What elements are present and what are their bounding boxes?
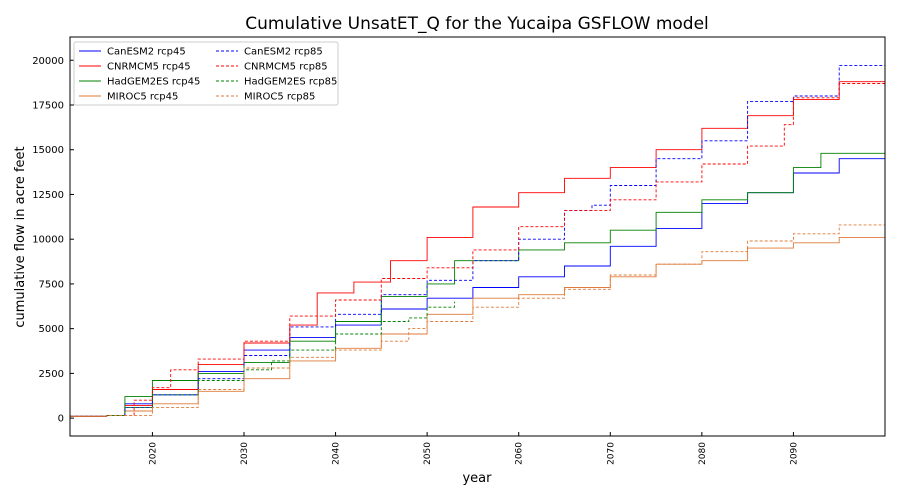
y-tick-label: 7500 bbox=[39, 279, 64, 290]
series-layer bbox=[70, 53, 885, 417]
x-tick-label: 2080 bbox=[698, 442, 708, 465]
x-tick-label: 2030 bbox=[240, 442, 250, 465]
legend-label: CanESM2 rcp85 bbox=[244, 47, 323, 58]
series-line bbox=[70, 215, 885, 417]
legend-label: HadGEM2ES rcp85 bbox=[244, 77, 337, 88]
series-line bbox=[70, 67, 885, 417]
series-line bbox=[70, 67, 885, 417]
y-tick-label: 20000 bbox=[32, 56, 64, 67]
legend-label: MIROC5 rcp85 bbox=[244, 92, 315, 103]
x-tick-label: 2090 bbox=[789, 442, 799, 465]
series-line bbox=[70, 217, 885, 417]
series-line bbox=[70, 139, 885, 417]
x-tick-label: 2020 bbox=[148, 442, 158, 465]
y-axis-label: cumulative flow in acre feet bbox=[13, 146, 28, 327]
series-line bbox=[70, 53, 885, 417]
legend-label: CNRMCM5 rcp45 bbox=[107, 62, 191, 73]
legend-label: HadGEM2ES rcp45 bbox=[107, 77, 200, 88]
legend-label: CanESM2 rcp45 bbox=[107, 47, 186, 58]
y-tick-label: 5000 bbox=[39, 324, 64, 335]
legend: CanESM2 rcp45 CNRMCM5 rcp45 HadGEM2ES rcp4… bbox=[73, 41, 339, 106]
x-tick-label: 2050 bbox=[423, 442, 433, 465]
y-tick-label: 17500 bbox=[32, 100, 64, 111]
series-line bbox=[70, 147, 885, 417]
x-tick-label: 2040 bbox=[332, 442, 342, 465]
x-axis-label: year bbox=[462, 471, 492, 486]
y-tick-label: 15000 bbox=[32, 145, 64, 156]
x-tick-label: 2070 bbox=[606, 442, 616, 465]
ticks-layer: 0 2500 5000 7500 10000 12500 15000 17500 20000 20… bbox=[32, 56, 799, 465]
y-tick-label: 0 bbox=[58, 414, 64, 425]
legend-label: CNRMCM5 rcp85 bbox=[244, 62, 328, 73]
plot-frame bbox=[69, 36, 886, 437]
legend-box bbox=[73, 41, 339, 106]
series-line bbox=[106, 301, 456, 416]
y-tick-label: 2500 bbox=[39, 369, 64, 380]
chart-title: Cumulative UnsatET_Q for the Yucaipa GSF… bbox=[245, 14, 709, 34]
legend-label: MIROC5 rcp45 bbox=[107, 92, 178, 103]
y-tick-label: 10000 bbox=[32, 235, 64, 246]
y-tick-label: 12500 bbox=[32, 190, 64, 201]
x-tick-label: 2060 bbox=[515, 442, 525, 465]
